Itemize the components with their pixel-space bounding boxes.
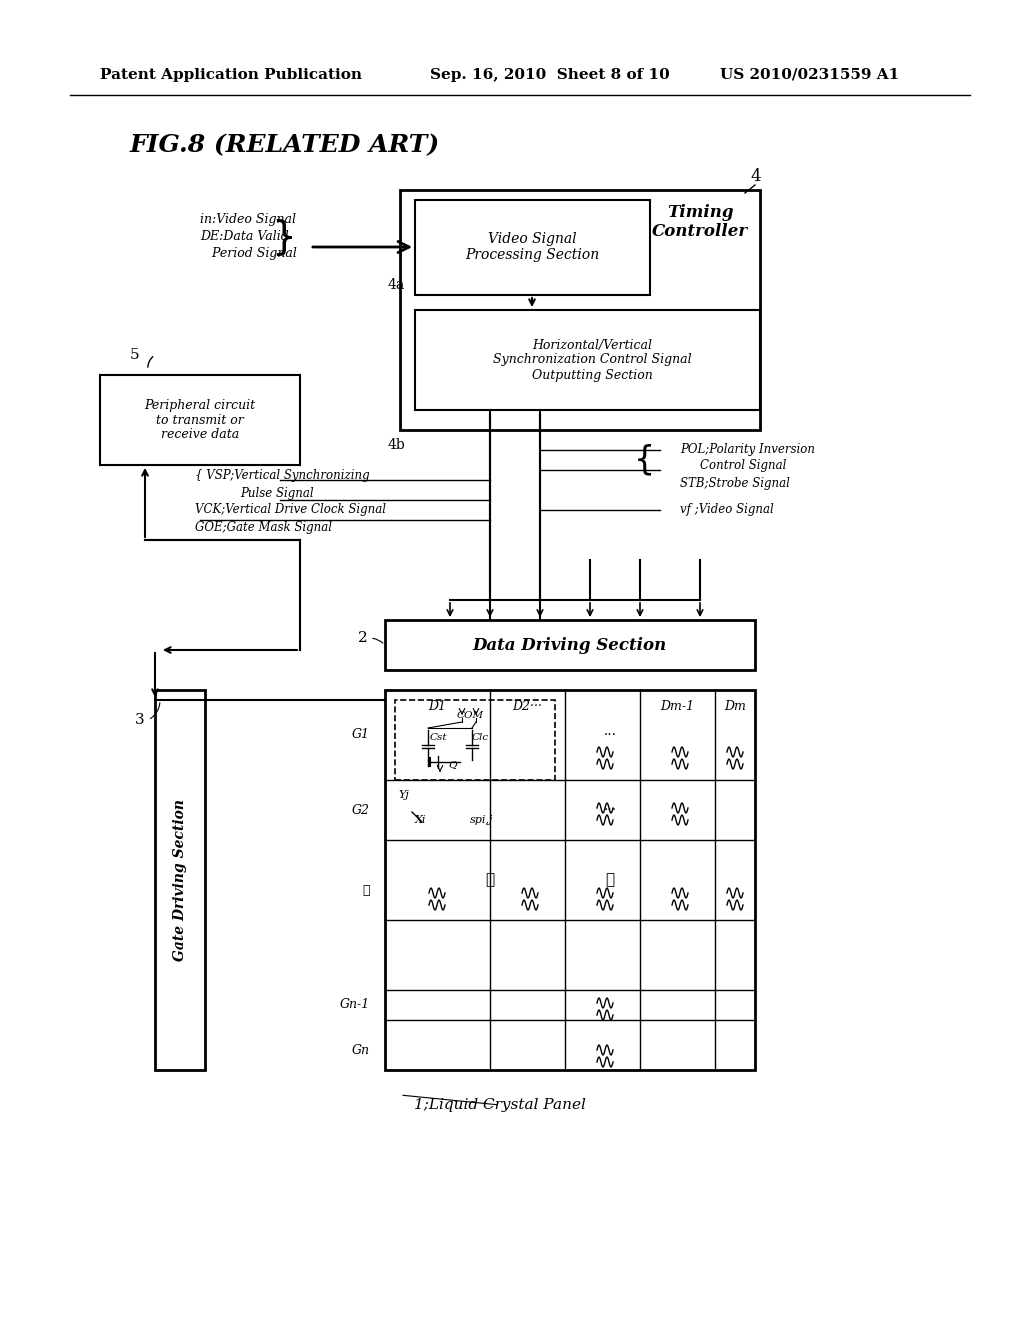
Text: 4: 4 [750,168,761,185]
Text: }: } [270,218,295,256]
Text: D2···: D2··· [512,701,542,714]
Text: Dm-1: Dm-1 [659,701,694,714]
Text: Sep. 16, 2010  Sheet 8 of 10: Sep. 16, 2010 Sheet 8 of 10 [430,69,670,82]
Text: DE:Data Valid: DE:Data Valid [200,231,289,243]
Text: Pulse Signal: Pulse Signal [240,487,313,500]
Bar [415,310,760,411]
Text: Q: Q [449,760,457,770]
Text: vf ;Video Signal: vf ;Video Signal [680,503,774,516]
Text: Data Driving Section: Data Driving Section [473,636,667,653]
Text: {: { [634,444,655,477]
Text: G2: G2 [352,804,370,817]
Text: US 2010/0231559 A1: US 2010/0231559 A1 [720,69,899,82]
Text: POL;Polarity Inversion: POL;Polarity Inversion [680,444,815,457]
Text: VCK;Vertical Drive Clock Signal: VCK;Vertical Drive Clock Signal [195,503,386,516]
Text: 2: 2 [358,631,368,645]
Text: Gate Driving Section: Gate Driving Section [173,799,187,961]
Text: ⋮: ⋮ [362,883,370,896]
Text: ⋮: ⋮ [605,873,614,887]
Text: STB;Strobe Signal: STB;Strobe Signal [680,477,790,490]
Bar [385,620,755,671]
Text: Xi: Xi [415,814,426,825]
Text: ···: ··· [603,729,616,742]
Text: Clc: Clc [472,734,489,742]
Text: Gn: Gn [352,1044,370,1056]
Bar [415,201,650,294]
Text: COM: COM [457,710,483,719]
Text: Gn-1: Gn-1 [340,998,370,1011]
Text: G1: G1 [352,729,370,742]
Text: ···: ··· [603,803,616,817]
Text: 5: 5 [130,348,139,362]
Text: Patent Application Publication: Patent Application Publication [100,69,362,82]
Bar [385,690,755,1071]
Text: in:Video Signal: in:Video Signal [200,214,296,227]
Text: FIG.8 (RELATED ART): FIG.8 (RELATED ART) [130,133,440,157]
Text: D1: D1 [428,701,446,714]
Text: Timing
Controller: Timing Controller [652,203,749,240]
Text: 4b: 4b [387,438,406,451]
Text: Peripheral circuit
to transmit or
receive data: Peripheral circuit to transmit or receiv… [144,399,256,441]
Text: spi,j: spi,j [470,814,494,825]
Text: Video Signal
Processing Section: Video Signal Processing Section [465,232,599,263]
Bar [400,190,760,430]
Text: Dm: Dm [724,701,745,714]
Bar [395,700,555,780]
Text: Yj: Yj [398,789,409,800]
Text: ⋮: ⋮ [485,873,495,887]
Bar [155,690,205,1071]
Text: GOE;Gate Mask Signal: GOE;Gate Mask Signal [195,520,332,533]
Text: 1;Liquid Crystal Panel: 1;Liquid Crystal Panel [414,1098,586,1111]
Text: Control Signal: Control Signal [700,458,786,471]
Text: { VSP;Vertical Synchronizing: { VSP;Vertical Synchronizing [195,469,370,482]
Text: Horizontal/Vertical
Synchronization Control Signal
Outputting Section: Horizontal/Vertical Synchronization Cont… [493,338,691,381]
Text: 3: 3 [135,713,145,727]
Text: Cst: Cst [430,734,447,742]
Text: 4a: 4a [388,279,406,292]
Text: Period Signal: Period Signal [200,247,297,260]
Bar [100,375,300,465]
